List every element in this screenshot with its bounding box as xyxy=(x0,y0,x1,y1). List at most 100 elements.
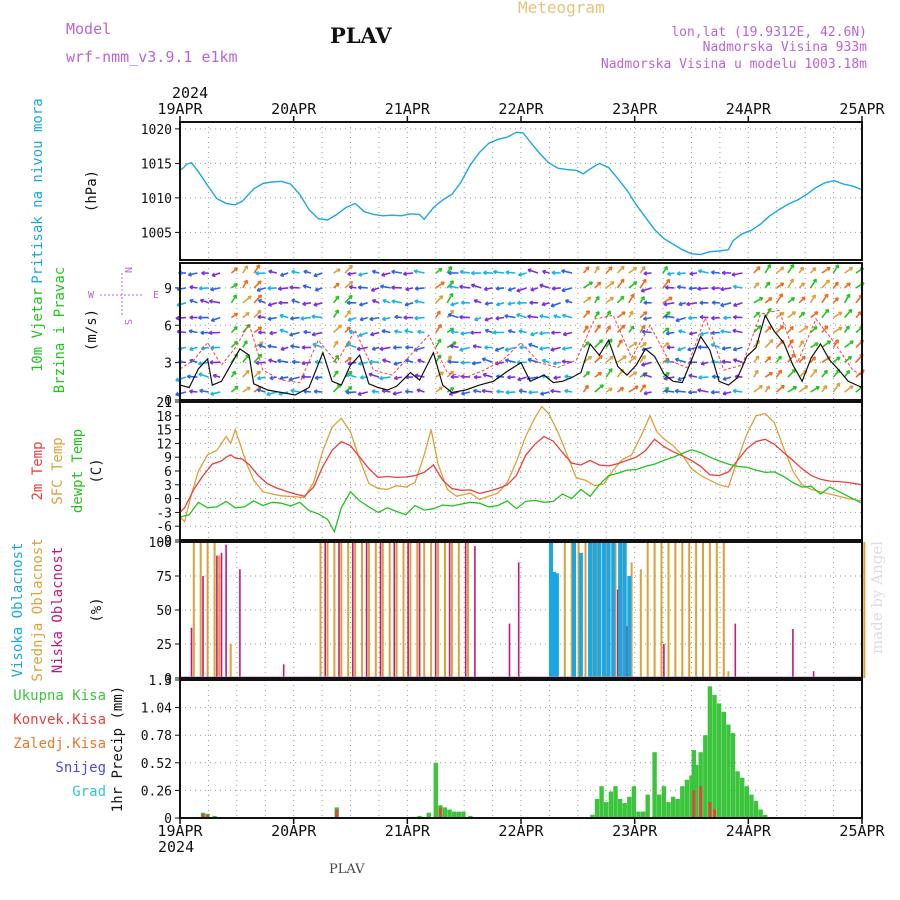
wind-arrow-head xyxy=(256,370,262,375)
wind-arrow xyxy=(253,353,263,363)
wind-arrow xyxy=(381,272,391,277)
wind-arrow-head xyxy=(504,347,509,352)
wind-arrow xyxy=(639,355,646,363)
wind-arrow xyxy=(405,390,414,393)
wind-arrow-head xyxy=(585,341,590,346)
wind-arrow-head xyxy=(812,267,817,272)
wind-arrow xyxy=(267,345,277,349)
wind-arrow-head xyxy=(527,268,532,273)
wind-arrow-head xyxy=(381,316,386,322)
wind-arrow-head xyxy=(804,325,809,330)
wind-arrow-head xyxy=(584,384,589,389)
wind-arrow xyxy=(710,343,720,349)
wind-arrow xyxy=(495,316,505,320)
wind-arrow-head xyxy=(437,338,442,343)
wind-arrow xyxy=(313,302,323,306)
mid-cloud-bar xyxy=(367,542,370,678)
precip-ytick-label: 0 xyxy=(164,812,172,827)
wind-arrow-head xyxy=(201,270,205,276)
wind-arrow xyxy=(358,331,368,337)
wind-arrow-head xyxy=(766,281,771,286)
wind-arrow-head xyxy=(528,342,533,348)
wind-arrow-head xyxy=(666,271,671,277)
low-cloud-bar xyxy=(448,542,451,678)
precip-ytick-label: 0.52 xyxy=(141,757,172,772)
total-precip-bar xyxy=(417,815,422,818)
wind-arrow xyxy=(504,346,516,352)
wind-arrow-head xyxy=(629,310,634,315)
wind-arrow xyxy=(689,331,698,335)
wind-arrow-head xyxy=(471,360,476,366)
wind-arrow xyxy=(505,391,516,394)
wind-arrow-head xyxy=(777,369,783,374)
wind-arrow-head xyxy=(664,388,669,394)
wind-arrow xyxy=(677,272,686,275)
wind-arrow-head xyxy=(279,328,284,333)
wind-arrow xyxy=(255,361,266,364)
wind-arrow-head xyxy=(484,345,488,350)
wind-arrow xyxy=(257,315,266,319)
wind-arrow-head xyxy=(804,385,809,390)
x-tick-label-bottom: 22APR xyxy=(498,822,544,840)
wind-arrow xyxy=(787,297,795,304)
wind-arrow-head xyxy=(210,317,215,323)
wind-arrow-head xyxy=(550,303,555,308)
wind-arrow-head xyxy=(301,345,306,350)
wind-arrow xyxy=(199,287,209,290)
low-cloud-bar xyxy=(324,542,326,678)
wind-arrow-head xyxy=(799,340,804,345)
wind-arrow-head xyxy=(473,298,478,304)
wind-arrow xyxy=(382,358,391,364)
wind-arrow xyxy=(810,311,819,319)
total-precip-bar xyxy=(744,786,749,818)
wind-arrow-head xyxy=(711,285,716,291)
wind-arrow xyxy=(832,326,843,334)
wind-arrow xyxy=(528,391,539,394)
year-bottom: 2024 xyxy=(158,838,195,856)
wind-arrow xyxy=(177,330,187,334)
precip-legend-item: Konvek.Kisa xyxy=(13,712,106,728)
wind-arrow xyxy=(358,272,368,276)
wind-arrow-head xyxy=(561,346,566,351)
mid-cloud-bar xyxy=(199,542,202,678)
low-cloud-bar xyxy=(338,542,340,678)
low-cloud-bar xyxy=(282,664,285,678)
wind-arrow-head xyxy=(517,376,522,382)
wind-arrow-head xyxy=(733,314,737,320)
wind-arrow-head xyxy=(483,286,488,292)
wind-arrow xyxy=(688,316,698,319)
wind-arrow xyxy=(628,385,639,393)
wind-arrow-head xyxy=(642,372,647,378)
wind-arrow xyxy=(435,324,442,333)
wind-arrow-head xyxy=(541,358,546,364)
wind-arrow-head xyxy=(789,325,794,331)
wind-arrow xyxy=(764,371,773,378)
wind-arrow-head xyxy=(539,330,543,336)
wind-arrow-head xyxy=(824,325,829,330)
wind-arrow-head xyxy=(720,329,725,334)
low-cloud-bar xyxy=(434,542,437,678)
wind-arrow-head xyxy=(243,340,248,345)
wind-arrow-head xyxy=(336,268,341,273)
wind-arrow xyxy=(312,343,323,349)
wind-arrow-head xyxy=(233,283,238,288)
wind-arrow-head xyxy=(197,361,202,366)
low-cloud-bar xyxy=(663,644,665,678)
wind-arrow xyxy=(665,286,675,289)
wind-arrow-head xyxy=(255,360,260,366)
wind-arrow-head xyxy=(754,369,759,374)
wind-arrow-head xyxy=(711,300,716,306)
mid-cloud-bar xyxy=(430,542,433,678)
wind-arrow xyxy=(594,384,604,393)
wind-arrow-head xyxy=(460,300,465,306)
wind-arrow-head xyxy=(826,266,831,271)
wind-arrow xyxy=(677,285,686,289)
wind-arrow-head xyxy=(495,286,500,291)
wind-arrow xyxy=(230,326,238,334)
wind-arrow-head xyxy=(668,296,673,301)
total-precip-bar xyxy=(622,803,627,818)
pressure-line xyxy=(179,131,863,256)
wind-arrow xyxy=(775,266,785,274)
conv-precip-bar xyxy=(206,814,209,818)
wind-arrow xyxy=(176,302,187,307)
